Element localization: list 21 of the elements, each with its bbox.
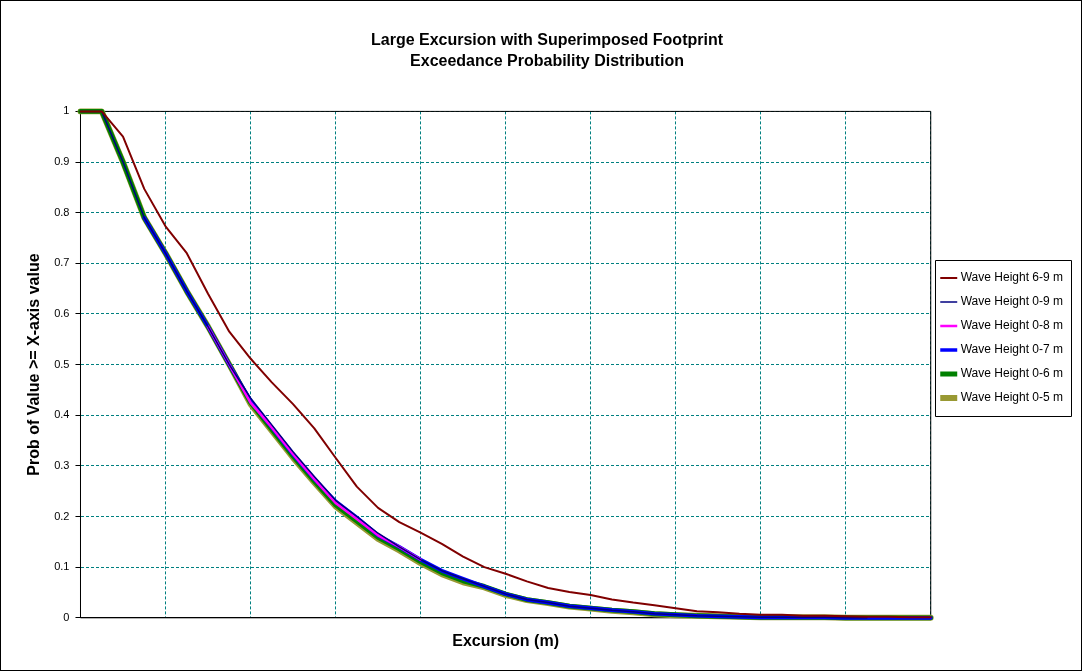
legend-label: Wave Height 0-5 m — [960, 390, 1064, 405]
legend-label: Wave Height 0-7 m — [960, 342, 1064, 357]
x-axis-title: Excursion (m) — [452, 631, 559, 649]
y-tick-label: 0.8 — [54, 205, 70, 218]
y-tick-label: 0.5 — [54, 357, 70, 370]
y-tick-label: 0 — [63, 610, 70, 623]
chart-subtitle: Exceedance Probability Distribution — [410, 52, 684, 70]
y-tick-label: 0.4 — [54, 408, 70, 421]
y-tick-label: 0.3 — [54, 458, 70, 471]
y-tick-label: 0.9 — [54, 155, 70, 168]
legend-label: Wave Height 0-6 m — [960, 366, 1064, 381]
legend-label: Wave Height 0-9 m — [960, 294, 1064, 309]
y-axis-title: Prob of Value >= X-axis value — [25, 253, 43, 476]
y-tick-label: 0.7 — [54, 256, 70, 269]
y-tick-label: 0.2 — [54, 509, 70, 522]
legend-label: Wave Height 0-8 m — [960, 318, 1064, 333]
legend-label: Wave Height 6-9 m — [960, 270, 1064, 285]
y-tick-label: 1 — [63, 104, 70, 117]
chart-title: Large Excursion with Superimposed Footprint — [370, 31, 724, 49]
y-tick-label: 0.6 — [54, 306, 70, 319]
y-tick-label: 0.1 — [54, 560, 70, 573]
